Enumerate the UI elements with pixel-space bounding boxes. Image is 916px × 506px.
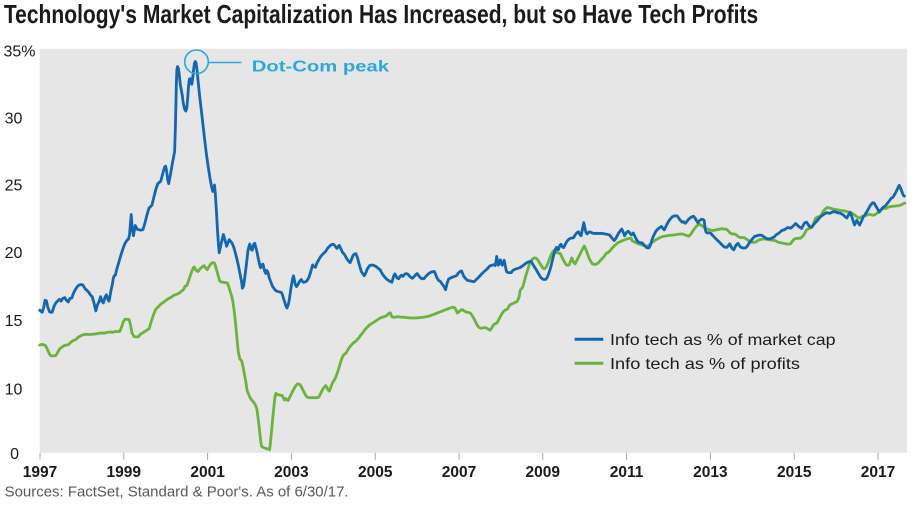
svg-text:2001: 2001 (190, 464, 225, 481)
svg-text:0: 0 (10, 446, 19, 463)
svg-text:2007: 2007 (442, 464, 476, 481)
svg-text:2013: 2013 (693, 464, 728, 481)
svg-text:Info tech as % of market cap: Info tech as % of market cap (610, 332, 836, 349)
svg-text:2005: 2005 (358, 464, 393, 481)
svg-text:2011: 2011 (610, 464, 644, 481)
svg-text:15: 15 (5, 313, 23, 330)
svg-text:30: 30 (5, 111, 23, 128)
svg-text:35%: 35% (4, 43, 36, 60)
svg-text:2015: 2015 (777, 464, 812, 481)
svg-text:Technology's Market Capitaliza: Technology's Market Capitalization Has I… (4, 0, 758, 29)
svg-text:Sources: FactSet, Standard & P: Sources: FactSet, Standard & Poor's. As … (5, 484, 349, 501)
svg-text:20: 20 (5, 245, 23, 262)
svg-text:1997: 1997 (23, 464, 57, 481)
svg-text:2009: 2009 (526, 464, 561, 481)
svg-text:10: 10 (5, 382, 23, 399)
svg-text:2017: 2017 (861, 464, 895, 481)
svg-text:Info tech as % of profits: Info tech as % of profits (610, 356, 800, 373)
svg-text:1999: 1999 (107, 464, 142, 481)
svg-text:Dot-Com peak: Dot-Com peak (252, 58, 389, 75)
svg-text:25: 25 (5, 177, 23, 194)
svg-text:2003: 2003 (274, 464, 309, 481)
